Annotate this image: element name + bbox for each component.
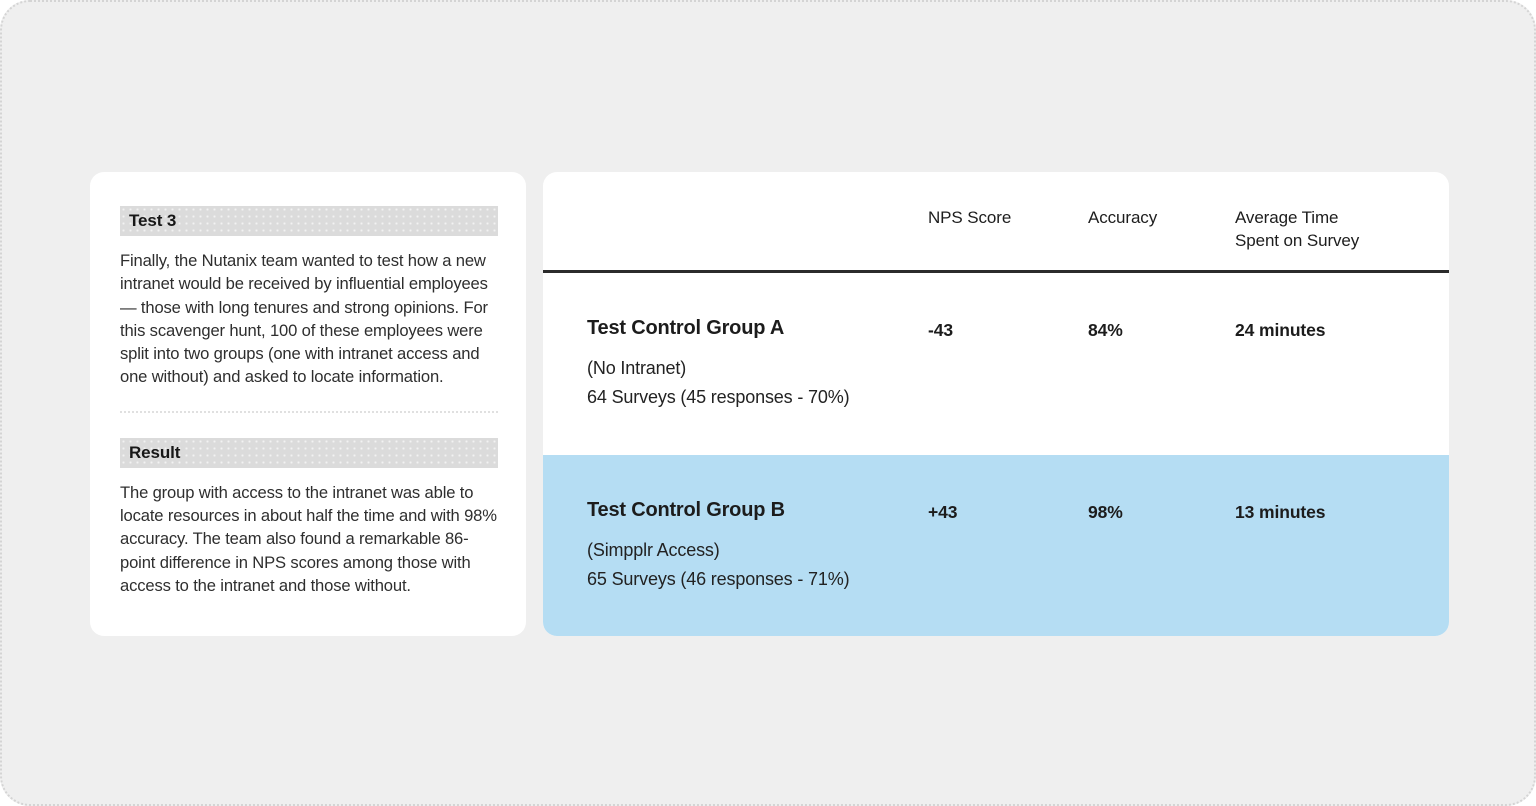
section-body-result: The group with access to the intranet wa… [120, 482, 497, 595]
group-b-nps-value: +43 [928, 502, 958, 522]
group-b-avg-time-value: 13 minutes [1235, 502, 1326, 522]
group-b-name-cell: Test Control Group B (Simpplr Access) 65… [587, 497, 928, 636]
group-b-survey-detail: 65 Surveys (46 responses - 71%) [587, 568, 850, 589]
results-table-card: NPS Score Accuracy Average Time Spent on… [543, 172, 1449, 636]
section-divider [120, 410, 498, 413]
group-a-survey-detail: 64 Surveys (45 responses - 70%) [587, 386, 850, 407]
section-heading-result: Result [120, 437, 498, 468]
group-a-title: Test Control Group A [587, 317, 785, 339]
header-rule [543, 270, 1449, 273]
section-body-test3: Finally, the Nutanix team wanted to test… [120, 251, 488, 387]
group-b-accuracy-value: 98% [1088, 502, 1123, 522]
group-a-name-cell: Test Control Group A (No Intranet) 64 Su… [587, 315, 928, 455]
table-row-group-a: Test Control Group A (No Intranet) 64 Su… [543, 273, 1449, 455]
summary-card: Test 3 Finally, the Nutanix team wanted … [90, 172, 526, 636]
section-test3: Test 3 Finally, the Nutanix team wanted … [120, 206, 498, 389]
group-b-title: Test Control Group B [587, 499, 785, 521]
group-b-details: (Simpplr Access) 65 Surveys (46 response… [587, 536, 928, 593]
group-b-subtitle: (Simpplr Access) [587, 540, 720, 560]
section-result: Result The group with access to the intr… [120, 437, 498, 597]
group-a-details: (No Intranet) 64 Surveys (45 responses -… [587, 354, 928, 411]
section-heading-result-label: Result [129, 442, 181, 462]
section-heading-test3-label: Test 3 [129, 211, 177, 230]
column-header-average-time: Average Time Spent on Survey [1235, 208, 1360, 250]
column-header-group [587, 206, 729, 270]
table-row-group-b: Test Control Group B (Simpplr Access) 65… [543, 455, 1449, 636]
group-a-avg-time-value: 24 minutes [1235, 320, 1326, 340]
group-a-subtitle: (No Intranet) [587, 358, 687, 378]
section-heading-test3: Test 3 [120, 206, 498, 236]
group-a-accuracy-value: 84% [1088, 320, 1123, 340]
table-header-row: NPS Score Accuracy Average Time Spent on… [543, 172, 1449, 270]
group-a-nps-value: -43 [928, 320, 953, 340]
column-header-nps-score: NPS Score [928, 208, 1012, 227]
column-header-accuracy: Accuracy [1088, 208, 1158, 227]
